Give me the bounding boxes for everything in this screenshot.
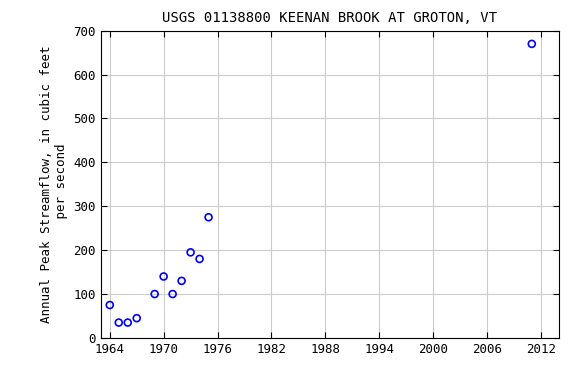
Point (168, 291, 177, 297)
Title: USGS 01138800 KEENAN BROOK AT GROTON, VT: USGS 01138800 KEENAN BROOK AT GROTON, VT (162, 12, 497, 25)
Point (114, 319, 123, 326)
Point (105, 302, 115, 308)
Y-axis label: Annual Peak Streamflow, in cubic feet
 per second: Annual Peak Streamflow, in cubic feet pe… (40, 46, 68, 323)
Point (527, 41, 536, 47)
Point (123, 319, 132, 326)
Point (195, 256, 204, 262)
Point (159, 273, 168, 280)
Point (150, 291, 160, 297)
Point (177, 278, 186, 284)
Point (204, 214, 213, 220)
Point (186, 249, 195, 255)
Point (132, 315, 141, 321)
